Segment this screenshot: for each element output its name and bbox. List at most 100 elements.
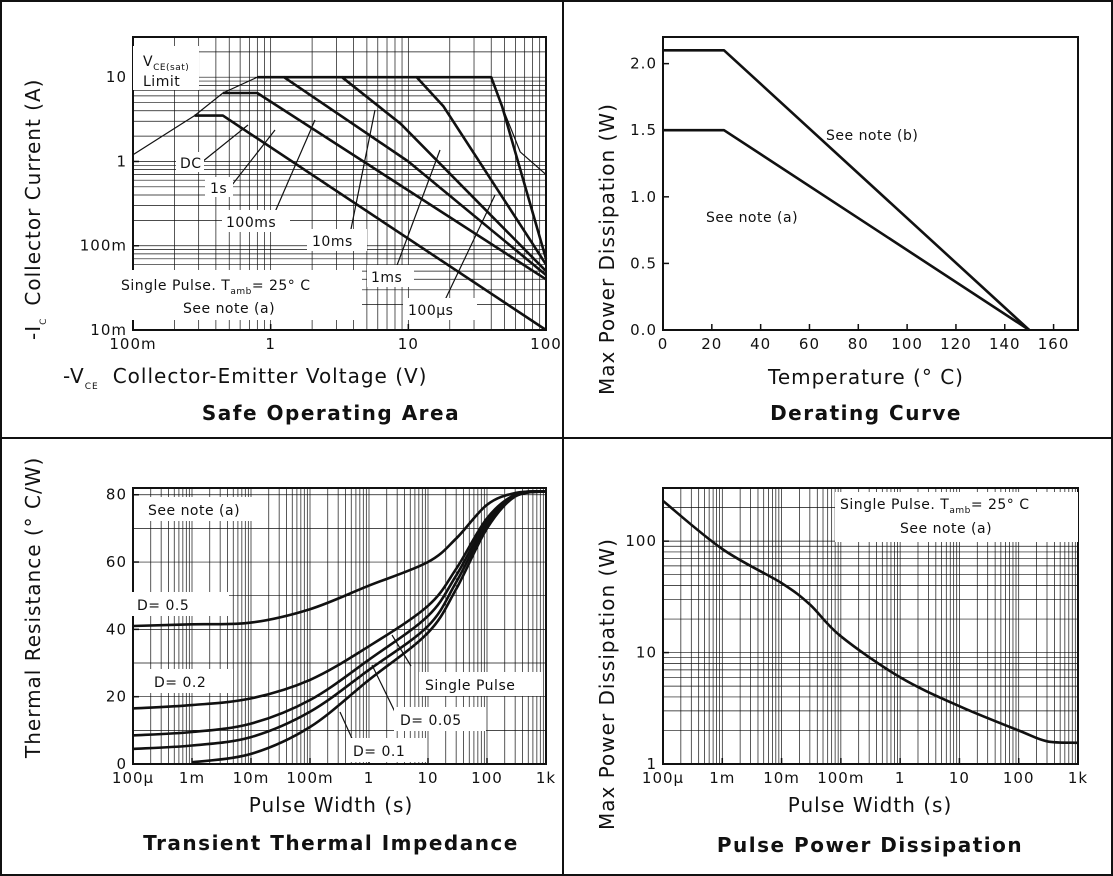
soa-annotations: VCE(sat) Limit DC 1s 100ms 10ms 1ms 100µ… [117,46,496,320]
x-tick-label: 1 [265,335,276,353]
y-tick-label: 10m [90,321,127,339]
ppd-x-ticks: 100µ 1m 10m 100m 1 10 100 1k [642,758,1088,787]
x-tick-label: 60 [799,335,820,353]
y-tick-label: 10 [636,644,657,662]
tti-annotations: See note (a) D= 0.5 D= 0.2 Single Pulse … [131,497,543,762]
x-tick-label: 0 [658,335,669,353]
soa-curves [132,75,548,332]
series-line [416,75,548,260]
x-tick-label: 160 [1038,335,1070,353]
x-tick-label: 100m [109,335,156,353]
ppd-see-note-a: See note (a) [900,521,992,537]
tti-x-ticks: 100µ 1m 10m 100m 1 10 100 1k [112,758,556,787]
d-0.05-label: D= 0.05 [400,713,462,729]
x-tick-label: 100m [286,769,333,787]
soa-single-pulse-label: Single Pulse. Tamb= 25° C [121,278,311,297]
y-tick-label: 0.0 [630,321,657,339]
derating-title: Derating Curve [770,401,962,425]
derating-y-axis-label: Max Power Dissipation (W) [595,103,619,395]
x-tick-label: 100 [1003,769,1035,787]
derating-see-note-b: See note (b) [826,128,918,144]
series-line [663,128,1030,332]
soa-y-axis-label: -ICCollector Current (A) [21,79,49,340]
series-line [662,499,1079,745]
x-tick-label: 1k [536,769,556,787]
x-tick-label: 40 [750,335,771,353]
tti-title: Transient Thermal Impedance [143,831,519,855]
derating-plot-frame [662,36,1079,331]
x-tick-label: 10m [763,769,800,787]
soa-x-ticks: 100m 1 10 100 [109,324,561,353]
single-pulse-label: Single Pulse [425,678,515,694]
100ms-label: 100ms [226,215,276,231]
x-tick-label: 10 [949,769,970,787]
1s-label: 1s [210,181,227,197]
x-tick-label: 10 [398,335,419,353]
series-line [194,114,547,332]
x-tick-label: 1m [709,769,735,787]
series-line [222,91,547,281]
tti-x-axis-label: Pulse Width (s) [249,793,414,817]
y-tick-label: 1 [646,755,657,773]
x-tick-label: 140 [989,335,1021,353]
ppd-title: Pulse Power Dissipation [717,833,1023,857]
tti-curves [132,490,547,764]
x-tick-label: 20 [701,335,722,353]
y-tick-label: 60 [106,553,127,571]
derating-x-ticks: 0 20 40 60 80 100 120 140 160 [658,324,1070,353]
ppd-plot-frame [662,487,1079,765]
x-tick-label: 1k [1068,769,1088,787]
d-0.5-label: D= 0.5 [137,598,189,614]
100us-label: 100µs [408,303,453,319]
soa-x-axis-label: -VCE Collector-Emitter Voltage (V) [63,364,427,392]
x-tick-label: 100 [471,769,503,787]
10ms-label: 10ms [312,234,353,250]
x-tick-label: 1 [895,769,906,787]
transient-thermal-impedance-chart: 100µ 1m 10m 100m 1 10 100 1k 0 20 40 60 80 See note… [21,457,556,855]
y-tick-label: 0.5 [630,254,657,272]
derating-x-axis-label: Temperature (° C) [767,365,964,389]
y-tick-label: 1 [116,152,127,170]
x-tick-label: 100µ [112,769,154,787]
y-tick-label: 1.5 [630,121,657,139]
vce-sat-label: VCE(sat) [143,54,189,73]
x-tick-label: 80 [848,335,869,353]
y-tick-label: 100 [625,532,657,550]
soa-see-note-a: See note (a) [183,301,275,317]
soa-limit-boundary [132,76,547,330]
1ms-label: 1ms [371,270,402,286]
ppd-curves [662,499,1079,745]
ppd-y-ticks: 1 10 100 [625,532,669,773]
x-tick-label: 100 [530,335,562,353]
y-tick-label: 1.0 [630,188,657,206]
derating-see-note-a: See note (a) [706,210,798,226]
ppd-annotations: Single Pulse. Tamb= 25° C See note (a) [835,492,1078,542]
dc-label: DC [180,156,202,172]
series-line [663,49,1031,331]
y-tick-label: 40 [106,620,127,638]
soa-y-ticks: 10m 100m 1 10 [80,68,139,339]
x-tick-label: 100m [817,769,864,787]
soa-title: Safe Operating Area [202,401,460,425]
ppd-y-axis-label: Max Power Dissipation (W) [595,538,619,830]
series-line [191,490,547,764]
x-tick-label: 1m [179,769,205,787]
d-0.2-label: D= 0.2 [154,675,206,691]
x-tick-label: 100 [891,335,923,353]
ppd-single-pulse-label: Single Pulse. Tamb= 25° C [840,497,1030,516]
y-tick-label: 10 [106,68,127,86]
x-tick-label: 10 [417,769,438,787]
tti-see-note-a: See note (a) [148,503,240,519]
derating-curves [663,49,1031,332]
series-line [132,490,547,737]
x-tick-label: 120 [940,335,972,353]
derating-y-ticks: 0.0 0.5 1.0 1.5 2.0 [630,55,669,339]
x-tick-label: 10m [233,769,270,787]
pulse-power-dissipation-chart: 100µ 1m 10m 100m 1 10 100 1k 1 10 100 Single Puls… [595,487,1088,857]
tti-y-axis-label: Thermal Resistance (° C/W) [21,457,45,759]
y-tick-label: 80 [106,486,127,504]
tti-y-ticks: 0 20 40 60 80 [106,486,139,773]
series-line [132,490,547,628]
ppd-x-axis-label: Pulse Width (s) [788,793,953,817]
